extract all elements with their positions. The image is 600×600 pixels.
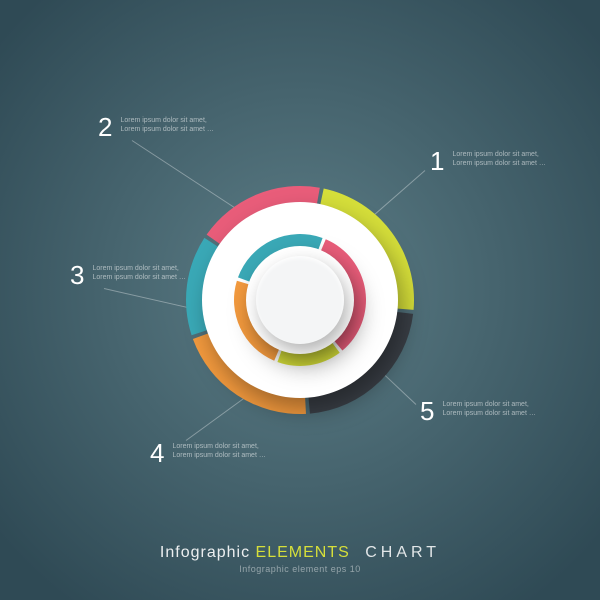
callout-text: Lorem ipsum dolor sit amet,Lorem ipsum d…	[172, 440, 265, 461]
callout-text: Lorem ipsum dolor sit amet,Lorem ipsum d…	[442, 398, 535, 419]
callout-text: Lorem ipsum dolor sit amet,Lorem ipsum d…	[120, 114, 213, 135]
callout-number: 3	[70, 262, 84, 288]
callout-4: 4 Lorem ipsum dolor sit amet,Lorem ipsum …	[150, 440, 266, 466]
callout-2: 2 Lorem ipsum dolor sit amet,Lorem ipsum …	[98, 114, 214, 140]
center-button	[256, 256, 344, 344]
callout-number: 2	[98, 114, 112, 140]
callout-number: 4	[150, 440, 164, 466]
callout-number: 1	[430, 148, 444, 174]
footer-subtitle: Infographic element eps 10	[0, 564, 600, 574]
callout-1: 1 Lorem ipsum dolor sit amet,Lorem ipsum …	[430, 148, 546, 174]
callout-text: Lorem ipsum dolor sit amet,Lorem ipsum d…	[452, 148, 545, 169]
footer-title: Infographic ELEMENTS CHART	[0, 544, 600, 562]
callout-number: 5	[420, 398, 434, 424]
footer-word-elements: ELEMENTS	[256, 544, 350, 561]
callout-5: 5 Lorem ipsum dolor sit amet,Lorem ipsum …	[420, 398, 536, 424]
footer-word-infographic: Infographic	[160, 544, 250, 561]
callout-text: Lorem ipsum dolor sit amet,Lorem ipsum d…	[92, 262, 185, 283]
callout-3: 3 Lorem ipsum dolor sit amet,Lorem ipsum …	[70, 262, 186, 288]
footer-word-chart: CHART	[365, 544, 440, 561]
footer: Infographic ELEMENTS CHART Infographic e…	[0, 544, 600, 574]
